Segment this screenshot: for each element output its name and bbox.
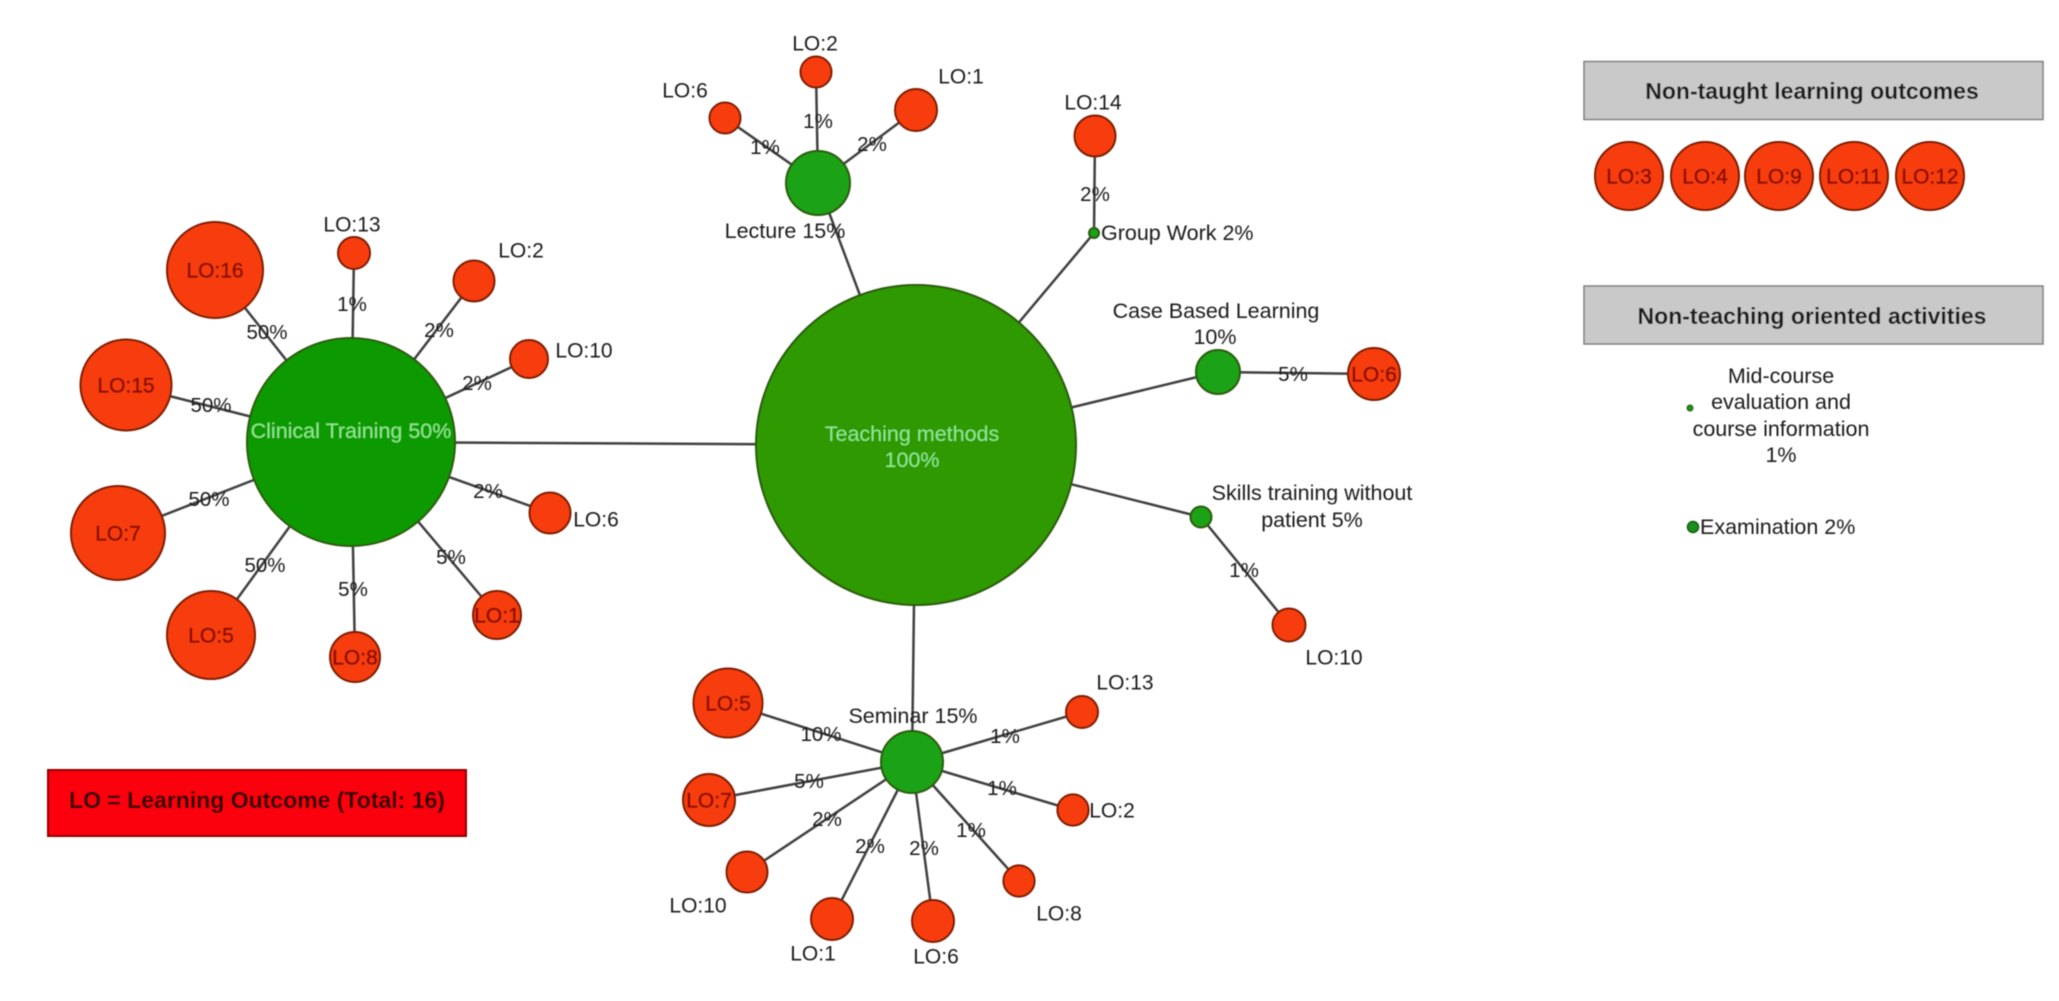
- svg-text:LO:10: LO:10: [1305, 646, 1362, 669]
- svg-text:50%: 50%: [188, 488, 229, 511]
- svg-text:evaluation and: evaluation and: [1711, 390, 1851, 414]
- svg-text:5%: 5%: [794, 770, 824, 793]
- svg-text:2%: 2%: [812, 808, 842, 831]
- svg-text:LO:1: LO:1: [790, 942, 836, 965]
- svg-text:Mid-course: Mid-course: [1728, 364, 1834, 388]
- svg-text:5%: 5%: [338, 578, 368, 601]
- svg-text:Case Based Learning: Case Based Learning: [1113, 299, 1320, 323]
- svg-text:1%: 1%: [990, 725, 1020, 748]
- svg-text:patient 5%: patient 5%: [1261, 508, 1363, 532]
- svg-text:Non-taught learning outcomes: Non-taught learning outcomes: [1645, 78, 1979, 104]
- svg-text:Lecture 15%: Lecture 15%: [725, 219, 846, 243]
- svg-text:50%: 50%: [190, 394, 231, 417]
- svg-text:Group Work 2%: Group Work 2%: [1101, 221, 1254, 245]
- svg-text:LO:1: LO:1: [938, 65, 984, 88]
- svg-text:50%: 50%: [246, 321, 287, 344]
- svg-text:LO:8: LO:8: [1036, 902, 1082, 925]
- svg-text:LO:10: LO:10: [669, 894, 726, 917]
- svg-text:LO:16: LO:16: [186, 259, 243, 282]
- svg-text:2%: 2%: [473, 480, 503, 503]
- svg-text:LO:8: LO:8: [332, 646, 378, 669]
- svg-text:LO:7: LO:7: [686, 789, 732, 812]
- svg-text:Seminar 15%: Seminar 15%: [848, 704, 977, 728]
- svg-text:LO:2: LO:2: [1089, 799, 1135, 822]
- svg-text:LO:6: LO:6: [662, 79, 708, 102]
- svg-text:LO:2: LO:2: [498, 239, 544, 262]
- svg-text:2%: 2%: [909, 837, 939, 860]
- svg-text:LO:15: LO:15: [97, 374, 154, 397]
- svg-text:Skills training without: Skills training without: [1212, 481, 1413, 505]
- svg-text:LO:10: LO:10: [555, 339, 612, 362]
- svg-text:2%: 2%: [424, 319, 454, 342]
- svg-text:LO:5: LO:5: [705, 692, 751, 715]
- svg-text:2%: 2%: [1080, 183, 1110, 206]
- svg-text:1%: 1%: [803, 110, 833, 133]
- svg-text:1%: 1%: [956, 819, 986, 842]
- svg-text:5%: 5%: [436, 546, 466, 569]
- svg-text:LO:7: LO:7: [95, 522, 141, 545]
- svg-text:LO:3: LO:3: [1606, 165, 1652, 188]
- svg-text:Teaching methods: Teaching methods: [825, 422, 1000, 446]
- svg-text:1%: 1%: [1765, 443, 1796, 467]
- svg-text:2%: 2%: [462, 372, 492, 395]
- svg-text:LO:2: LO:2: [792, 32, 838, 55]
- svg-text:100%: 100%: [885, 448, 940, 472]
- svg-text:LO:6: LO:6: [573, 508, 619, 531]
- svg-text:LO:12: LO:12: [1901, 165, 1958, 188]
- svg-text:LO:9: LO:9: [1756, 165, 1802, 188]
- svg-text:50%: 50%: [244, 554, 285, 577]
- svg-text:course information: course information: [1693, 417, 1870, 441]
- svg-text:1%: 1%: [337, 293, 367, 316]
- svg-text:10%: 10%: [1193, 325, 1236, 349]
- svg-text:LO:1: LO:1: [474, 604, 520, 627]
- svg-text:1%: 1%: [750, 136, 780, 159]
- svg-text:5%: 5%: [1278, 363, 1308, 386]
- svg-text:LO:14: LO:14: [1064, 91, 1122, 114]
- svg-text:2%: 2%: [855, 835, 885, 858]
- svg-text:LO:13: LO:13: [323, 213, 380, 236]
- svg-text:LO:5: LO:5: [188, 624, 234, 647]
- svg-text:LO = Learning Outcome (Total:: LO = Learning Outcome (Total: 16): [69, 787, 445, 813]
- svg-text:Examination 2%: Examination 2%: [1700, 515, 1855, 539]
- svg-text:Clinical Training 50%: Clinical Training 50%: [251, 419, 452, 443]
- svg-text:LO:6: LO:6: [913, 945, 959, 968]
- svg-text:1%: 1%: [1229, 559, 1259, 582]
- svg-text:1%: 1%: [987, 777, 1017, 800]
- svg-text:LO:6: LO:6: [1351, 363, 1397, 386]
- svg-text:10%: 10%: [800, 723, 841, 746]
- svg-text:2%: 2%: [857, 133, 887, 156]
- svg-text:LO:11: LO:11: [1826, 165, 1882, 188]
- svg-text:Non-teaching oriented activiti: Non-teaching oriented activities: [1638, 303, 1987, 329]
- svg-text:LO:4: LO:4: [1682, 165, 1728, 188]
- svg-text:LO:13: LO:13: [1096, 671, 1153, 694]
